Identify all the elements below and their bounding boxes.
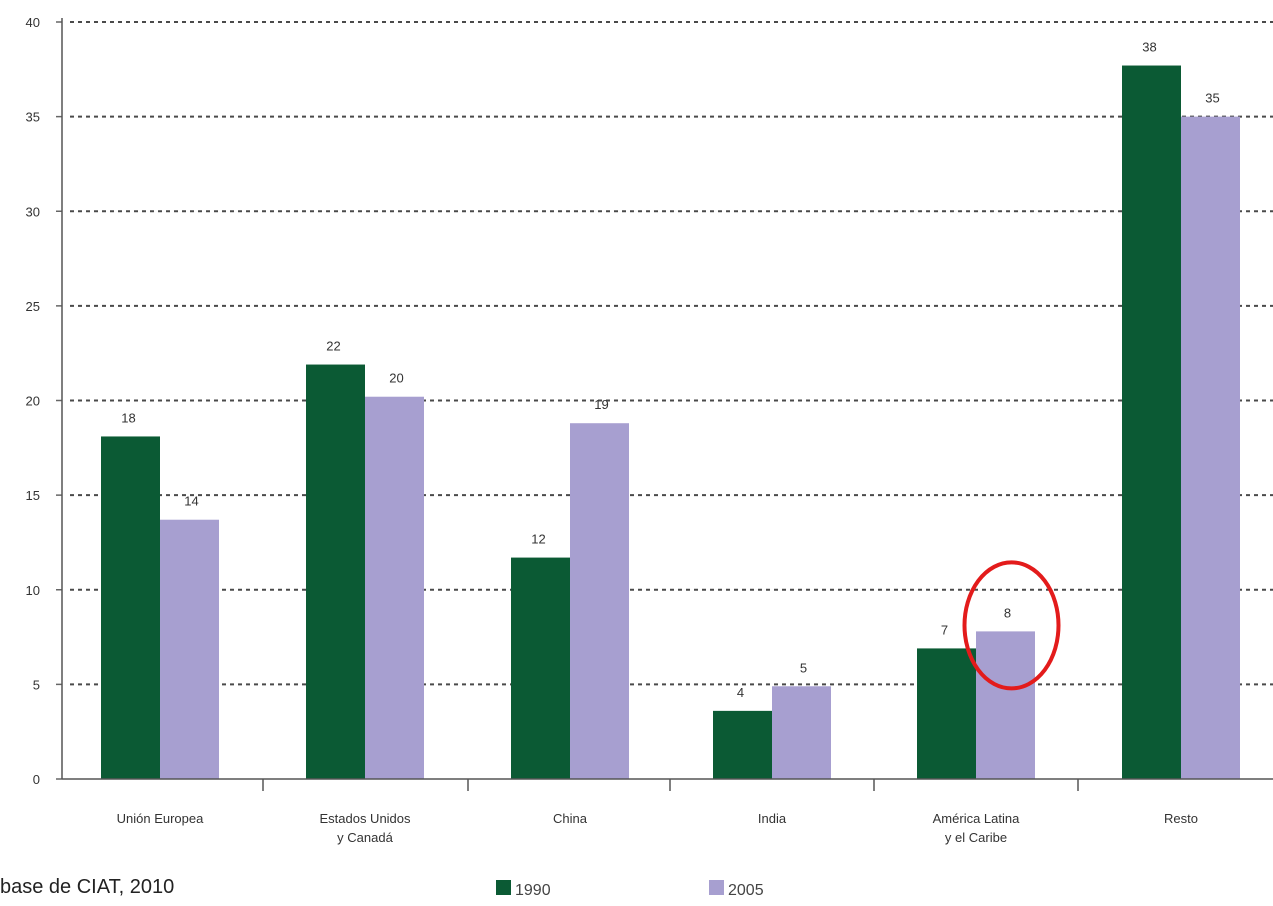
- y-tick-label: 5: [33, 677, 40, 692]
- y-tick-label: 0: [33, 772, 40, 787]
- bar-1990-0: [101, 436, 160, 779]
- category-label: y el Caribe: [945, 830, 1007, 845]
- category-label: Resto: [1164, 811, 1198, 826]
- bar-2005-5: [1181, 116, 1240, 779]
- bar-1990-4: [917, 648, 976, 779]
- y-tick-label: 35: [26, 110, 40, 125]
- bar-2005-0: [160, 519, 219, 779]
- legend-swatch-1990: [496, 880, 511, 895]
- data-label: 4: [737, 685, 744, 700]
- highlight-circle: [962, 560, 1061, 691]
- bar-2005-1: [365, 396, 424, 779]
- data-label: 18: [121, 410, 135, 425]
- category-label: China: [553, 811, 588, 826]
- source-note: base de CIAT, 2010: [0, 876, 174, 898]
- legend-label-2005: 2005: [728, 882, 764, 899]
- bar-2005-4: [976, 631, 1035, 779]
- data-labels: 18 22 12 4 7 38 14 20 19 5 8 35: [121, 40, 1219, 700]
- highlight-ellipse: [962, 560, 1061, 691]
- bar-1990-1: [306, 364, 365, 779]
- category-label: y Canadá: [337, 830, 393, 845]
- data-label: 12: [531, 532, 545, 547]
- y-tick-label: 40: [26, 15, 40, 30]
- category-label: Estados Unidos: [319, 811, 411, 826]
- category-label: India: [758, 811, 787, 826]
- data-label: 5: [800, 660, 807, 675]
- y-tick-label: 20: [26, 394, 40, 409]
- bar-1990-3: [713, 710, 772, 779]
- data-label: 22: [326, 339, 340, 354]
- y-tick-label: 10: [26, 583, 40, 598]
- bar-2005-3: [772, 686, 831, 779]
- category-label: Unión Europea: [117, 811, 204, 826]
- data-label: 14: [184, 494, 198, 509]
- y-axis-ticks: 0 5 10 15 20 25 30 35 40: [26, 15, 62, 787]
- data-label: 7: [941, 622, 948, 637]
- data-label: 8: [1004, 605, 1011, 620]
- legend-label-1990: 1990: [515, 882, 551, 899]
- y-tick-label: 15: [26, 488, 40, 503]
- data-label: 38: [1142, 40, 1156, 55]
- bar-1990-2: [511, 557, 570, 779]
- data-label: 35: [1205, 91, 1219, 106]
- category-labels: Unión Europea Estados Unidos y Canadá China…: [117, 811, 1198, 845]
- y-tick-label: 25: [26, 299, 40, 314]
- category-label: América Latina: [933, 811, 1020, 826]
- grid-lines: [70, 21, 1273, 686]
- data-label: 19: [594, 397, 608, 412]
- legend-swatch-2005: [709, 880, 724, 895]
- bar-1990-5: [1122, 65, 1181, 780]
- bars: [101, 65, 1240, 780]
- bar-2005-2: [570, 423, 629, 779]
- y-tick-label: 30: [26, 204, 40, 219]
- x-axis: [61, 18, 1273, 791]
- legend: 1990 2005: [496, 880, 764, 899]
- data-label: 20: [389, 371, 403, 386]
